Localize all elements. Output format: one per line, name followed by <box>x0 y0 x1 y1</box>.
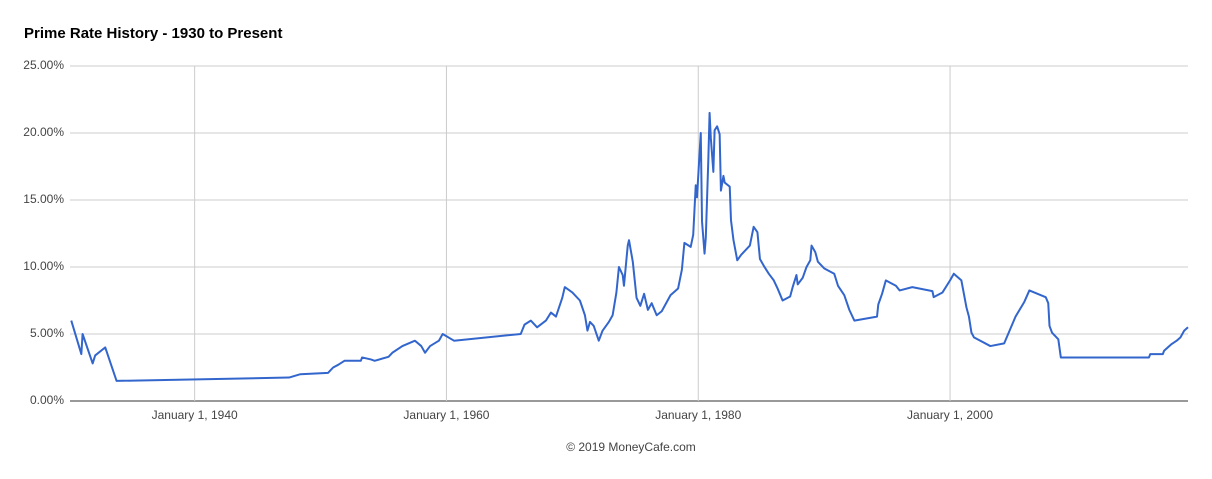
y-tick-label: 15.00% <box>23 192 64 206</box>
x-tick-label: January 1, 1960 <box>403 408 489 422</box>
source-note: © 2019 MoneyCafe.com <box>566 440 696 454</box>
data-line <box>70 111 1189 382</box>
chart-title: Prime Rate History - 1930 to Present <box>24 25 282 42</box>
y-tick-label: 0.00% <box>30 393 64 407</box>
y-tick-label: 5.00% <box>30 326 64 340</box>
y-tick-label: 20.00% <box>23 125 64 139</box>
x-tick-label: January 1, 1940 <box>152 408 238 422</box>
x-tick-label: January 1, 2000 <box>907 408 993 422</box>
x-tick-label: January 1, 1980 <box>655 408 741 422</box>
y-tick-label: 10.00% <box>23 259 64 273</box>
y-tick-label: 25.00% <box>23 58 64 72</box>
